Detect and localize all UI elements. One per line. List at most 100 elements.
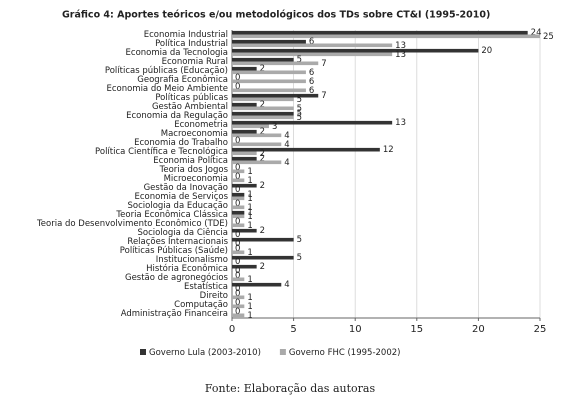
y-tick-label: Políticas Públicas (Saúde): [120, 246, 228, 256]
y-tick-label: Economia da Regulação: [126, 111, 228, 121]
bar: [232, 250, 245, 255]
legend-swatch: [279, 349, 286, 355]
value-label: 6: [309, 68, 314, 78]
value-label: 2: [260, 154, 265, 164]
bar: [232, 264, 257, 269]
bar: [232, 39, 306, 44]
bar: [232, 196, 245, 201]
value-label: 5: [297, 109, 302, 119]
value-label: 0: [235, 199, 240, 209]
bar: [232, 57, 294, 62]
y-tick-label: Sociologia da Educação: [128, 201, 229, 211]
value-label: 1: [247, 275, 252, 285]
value-label: 0: [235, 163, 240, 173]
value-label: 5: [297, 55, 302, 65]
y-tick-label: Institucionalismo: [156, 255, 228, 265]
value-label: 3: [272, 122, 277, 132]
x-tick-label: 15: [410, 324, 423, 335]
y-tick-label: Economia de Serviços: [134, 192, 228, 202]
value-label: 5: [297, 104, 302, 114]
y-tick-label: História Econômica: [146, 263, 228, 274]
y-tick-label: Administração Financeira: [121, 309, 228, 319]
bar: [232, 156, 257, 161]
y-tick-label: Estatística: [184, 282, 228, 292]
y-tick-label: Economia Rural: [162, 57, 228, 67]
bar: [232, 205, 245, 210]
value-label: 0: [235, 239, 240, 249]
bar: [232, 97, 294, 102]
y-tick-label: Economia Industrial: [144, 30, 228, 40]
value-label: 0: [235, 307, 240, 317]
value-label: 6: [309, 86, 314, 96]
bar: [232, 237, 294, 242]
value-label: 1: [247, 212, 252, 222]
value-label: 13: [395, 50, 406, 60]
bar: [232, 210, 245, 215]
value-label: 1: [247, 208, 252, 218]
value-label: 1: [247, 293, 252, 303]
bar: [232, 52, 393, 57]
value-label: 5: [297, 253, 302, 263]
y-tick-label: Direito: [200, 291, 228, 301]
y-tick-label: Teoria Econômica Clássica: [115, 209, 228, 220]
value-label: 0: [235, 185, 240, 195]
bar: [232, 93, 319, 98]
bar: [232, 79, 306, 84]
y-tick-label: Computação: [174, 300, 228, 310]
value-label: 0: [235, 298, 240, 308]
value-label: 6: [309, 37, 314, 47]
y-tick-label: Gestão de agronegócios: [125, 272, 229, 283]
bar: [232, 147, 380, 152]
y-tick-label: Microeconomia: [164, 174, 228, 184]
bar: [232, 106, 294, 111]
bar: [232, 115, 294, 120]
chart-title: Gráfico 4: Aportes teóricos e/ou metodol…: [62, 10, 490, 21]
y-tick-label: Economia do Meio Ambiente: [106, 84, 228, 94]
value-label: 0: [235, 266, 240, 276]
value-label: 2: [260, 64, 265, 74]
bar: [232, 313, 245, 318]
value-label: 0: [235, 271, 240, 281]
value-label: 0: [235, 289, 240, 299]
bar: [232, 34, 540, 39]
bar: [232, 214, 245, 219]
y-tick-label: Sociologia da Ciência: [137, 227, 228, 238]
bar: [232, 142, 282, 147]
bar: [232, 48, 479, 53]
value-label: 1: [247, 194, 252, 204]
value-label: 0: [235, 257, 240, 267]
bar: [232, 228, 257, 233]
value-label: 0: [235, 136, 240, 146]
y-tick-label: Políticas públicas (Educação): [105, 66, 228, 76]
bar: [232, 304, 245, 309]
legend-label: Governo Lula (2003-2010): [149, 348, 261, 358]
value-label: 2: [260, 181, 265, 191]
value-label: 0: [235, 230, 240, 240]
value-label: 25: [543, 32, 554, 42]
value-label: 7: [321, 59, 326, 69]
bar: [232, 66, 257, 71]
bar: [232, 178, 245, 183]
x-tick-label: 25: [534, 324, 547, 335]
value-label: 2: [260, 127, 265, 137]
value-label: 12: [383, 145, 394, 155]
value-label: 13: [395, 118, 406, 128]
value-label: 0: [235, 172, 240, 182]
bar: [232, 111, 294, 116]
value-label: 1: [247, 248, 252, 258]
value-label: 4: [284, 280, 289, 290]
y-tick-label: Relações Internacionais: [127, 237, 228, 247]
value-label: 2: [260, 100, 265, 110]
value-label: 1: [247, 176, 252, 186]
value-label: 1: [247, 190, 252, 200]
value-label: 1: [247, 221, 252, 231]
y-tick-label: Econometria: [174, 120, 228, 130]
y-tick-label: Teoria do Desenvolvimento Econômico (TDE…: [36, 218, 228, 229]
bar: [232, 124, 269, 129]
y-tick-label: Economia da Tecnologia: [126, 48, 228, 58]
y-tick-label: Macroeconomia: [161, 129, 228, 139]
bar: [232, 255, 294, 260]
y-tick-label: Política Científica e Tecnológica: [95, 146, 228, 157]
legend-swatch: [140, 349, 146, 355]
y-tick-label: Gestão Ambiental: [152, 102, 228, 112]
